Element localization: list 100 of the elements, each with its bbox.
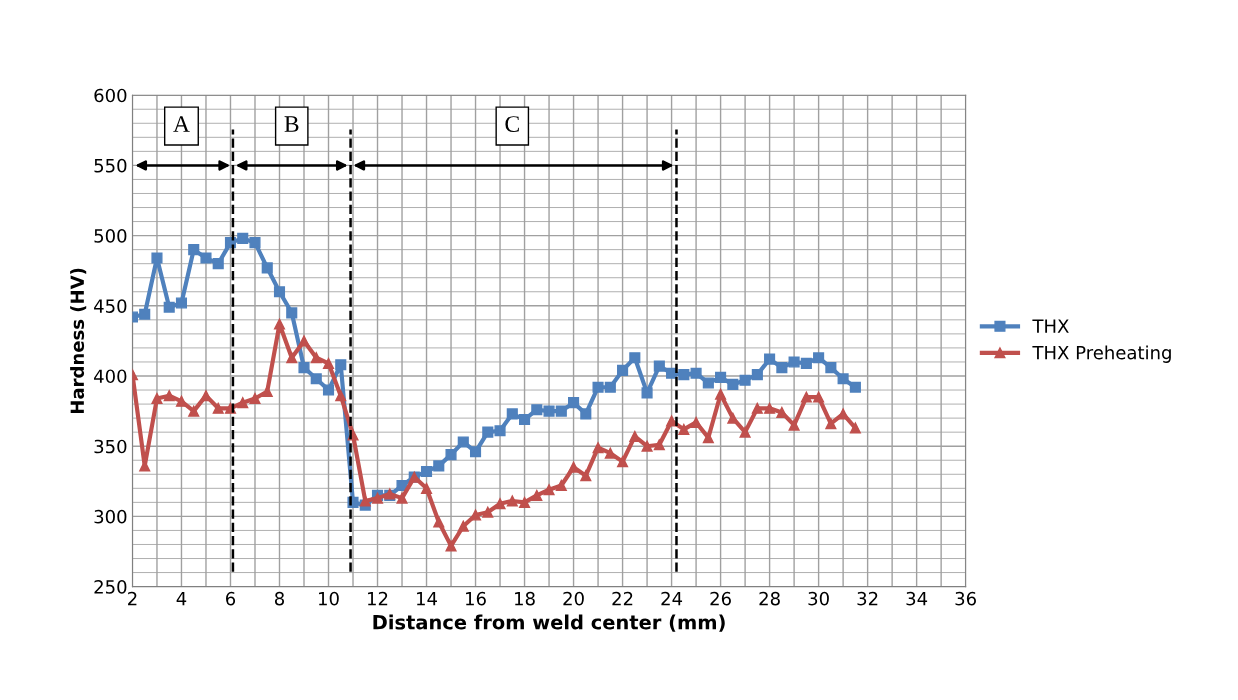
x-tick-label: 30 (808, 591, 829, 606)
point (212, 258, 224, 270)
point (739, 426, 751, 438)
point (433, 460, 445, 472)
legend-label: THX Preheating (1032, 345, 1171, 363)
point (518, 413, 531, 426)
annotation: C (505, 116, 519, 132)
point (764, 353, 776, 365)
point (396, 492, 408, 504)
point (813, 391, 825, 403)
point (629, 352, 641, 364)
point (457, 436, 469, 448)
point (163, 301, 175, 313)
point (261, 262, 273, 274)
point (764, 402, 776, 414)
y-tick-label: 500 (94, 229, 127, 243)
x-tick-label: 34 (906, 591, 928, 606)
point (727, 412, 739, 424)
point (788, 419, 800, 431)
point (604, 447, 616, 459)
point (237, 232, 249, 244)
point (592, 442, 604, 454)
point (702, 377, 714, 389)
point (151, 392, 163, 405)
point (335, 390, 347, 402)
point (543, 405, 555, 417)
x-tick-label: 2 (128, 591, 137, 606)
x-tick-label: 20 (563, 591, 584, 606)
point (837, 373, 849, 385)
point (506, 495, 518, 507)
point (457, 520, 469, 532)
point (188, 405, 200, 417)
point (617, 364, 629, 376)
point (310, 352, 322, 364)
point (531, 489, 543, 501)
point (494, 498, 506, 510)
annotation: B (284, 116, 299, 132)
x-tick-label: 10 (319, 591, 339, 606)
point (482, 506, 494, 518)
point (335, 359, 347, 371)
point (445, 449, 457, 461)
point (212, 402, 224, 414)
x-tick-label: 24 (661, 591, 683, 606)
point (420, 465, 433, 478)
point (482, 426, 494, 438)
x-tick-label: 12 (368, 591, 388, 606)
x-tick-label: 14 (417, 592, 437, 606)
point (715, 388, 727, 400)
point (359, 495, 371, 507)
point (273, 286, 286, 298)
point (751, 402, 763, 414)
point (702, 432, 714, 444)
point (200, 390, 212, 402)
point (617, 456, 629, 468)
x-tick-label: 8 (274, 591, 284, 606)
point (813, 352, 825, 364)
point (739, 374, 751, 386)
point (800, 391, 812, 403)
point (494, 425, 506, 437)
x-tick-label: 18 (515, 591, 535, 606)
point (506, 408, 518, 420)
point (641, 387, 653, 399)
point (249, 237, 261, 249)
point (175, 297, 188, 309)
point (396, 479, 408, 492)
y-tick-label: 400 (94, 369, 127, 384)
point (690, 367, 702, 379)
point (653, 439, 665, 451)
x-axis-title: Distance from weld center (mm) (373, 614, 725, 632)
point (641, 440, 653, 452)
point (151, 252, 163, 264)
y-tick-label: 350 (94, 439, 127, 454)
point (555, 479, 567, 492)
point (653, 360, 665, 372)
point (237, 397, 249, 409)
point (788, 356, 800, 368)
y-tick-label: 600 (94, 88, 127, 103)
point (678, 423, 690, 435)
point (825, 418, 837, 430)
point (310, 373, 322, 385)
annotation: A (173, 116, 190, 132)
point (555, 405, 567, 417)
point (580, 470, 592, 482)
point (322, 384, 335, 396)
point (163, 390, 175, 402)
point (420, 482, 433, 494)
point (776, 362, 788, 374)
x-tick-label: 16 (466, 591, 486, 606)
point (751, 369, 763, 381)
point (286, 352, 298, 364)
point (273, 318, 286, 330)
x-tick-label: 22 (612, 591, 633, 606)
x-tick-label: 36 (955, 591, 976, 606)
point (543, 484, 555, 496)
y-axis-title: Hardness (HV) (70, 268, 87, 414)
y-tick-label: 300 (94, 509, 127, 524)
point (849, 422, 861, 434)
y-tick-label: 450 (94, 299, 127, 313)
point (298, 335, 310, 347)
point (580, 408, 592, 420)
